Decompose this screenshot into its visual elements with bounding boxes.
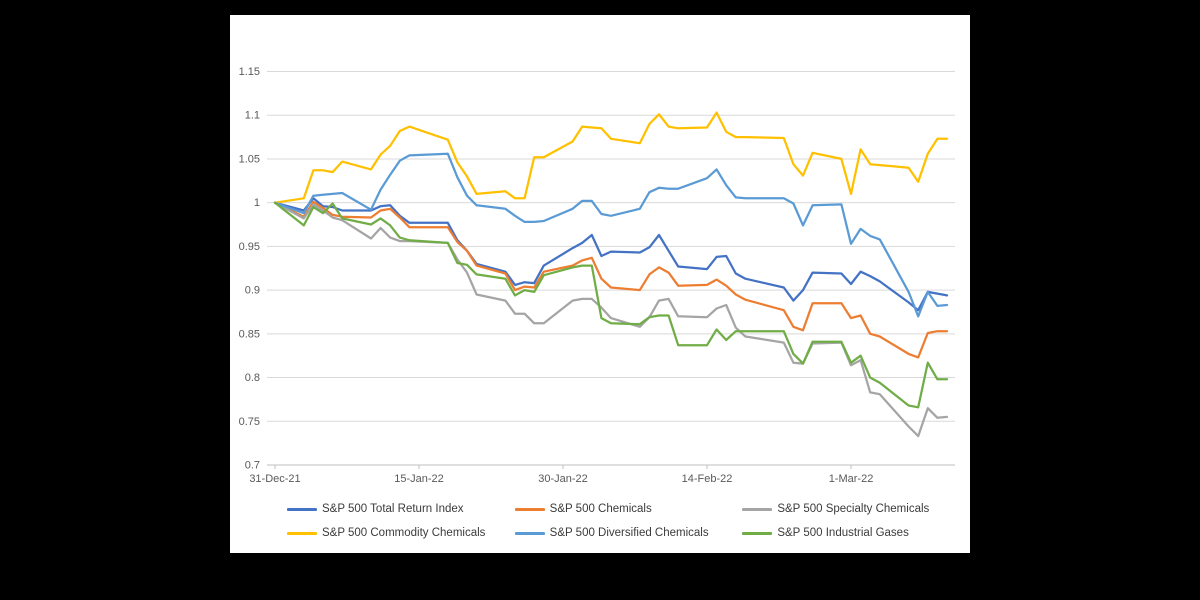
legend-line-marker-icon [742,531,773,535]
y-axis-tick-label: 1 [254,197,260,209]
legend-label: S&P 500 Commodity Chemicals [322,527,486,539]
series-line [273,197,949,312]
y-axis-tick-label: 0.9 [245,285,260,297]
y-axis-tick-label: 0.95 [239,241,260,253]
y-axis-tick-label: 1.15 [239,66,260,78]
y-axis-tick-label: 1.1 [245,110,260,122]
x-axis-tick-label: 31-Dec-21 [249,473,300,485]
chart-panel: 1.15 1.1 1.05 1 0.95 0.9 0.85 0.8 0.75 0.7 31-Dec-… [230,15,970,553]
series-line [273,200,949,359]
x-axis-tick-label: 14-Feb-22 [682,473,733,485]
legend-item: S&P 500 Industrial Gases [742,527,970,539]
legend-line-marker-icon [287,531,317,535]
y-axis-tick-label: 0.85 [239,328,260,340]
series-line [273,111,949,204]
legend-label: S&P 500 Diversified Chemicals [549,527,709,539]
y-axis-tick-label: 1.05 [239,153,260,165]
line-chart: 1.15 1.1 1.05 1 0.95 0.9 0.85 0.8 0.75 0.731-Dec-… [239,66,955,485]
legend-label: S&P 500 Chemicals [549,503,652,515]
x-axis-tick-label: 30-Jan-22 [538,473,588,485]
y-axis-tick-label: 0.8 [245,372,260,384]
y-axis-tick-label: 0.7 [245,460,260,472]
legend-label: S&P 500 Specialty Chemicals [777,503,930,515]
y-axis-tick-label: 0.75 [239,416,260,428]
legend-line-marker-icon [514,531,545,535]
legend-line-marker-icon [742,507,773,511]
series-line [273,152,949,318]
x-axis-tick-label: 1-Mar-22 [829,473,874,485]
legend-item: S&P 500 Commodity Chemicals [287,527,515,539]
series-line [273,201,949,438]
legend-line-marker-icon [287,507,317,511]
x-axis-tick-label: 15-Jan-22 [394,473,444,485]
legend-item: S&P 500 Specialty Chemicals [742,503,970,515]
legend-row: S&P 500 Commodity Chemicals S&P 500 Diver… [230,521,970,545]
chart-legend: S&P 500 Total Return Index S&P 500 Chemic… [230,497,970,545]
series-line [273,201,949,409]
legend-label: S&P 500 Industrial Gases [777,527,909,539]
legend-item: S&P 500 Chemicals [514,503,743,515]
legend-line-marker-icon [514,507,545,511]
legend-row: S&P 500 Total Return Index S&P 500 Chemic… [230,497,970,521]
legend-item: S&P 500 Total Return Index [287,503,515,515]
legend-label: S&P 500 Total Return Index [322,503,464,515]
legend-item: S&P 500 Diversified Chemicals [514,527,743,539]
